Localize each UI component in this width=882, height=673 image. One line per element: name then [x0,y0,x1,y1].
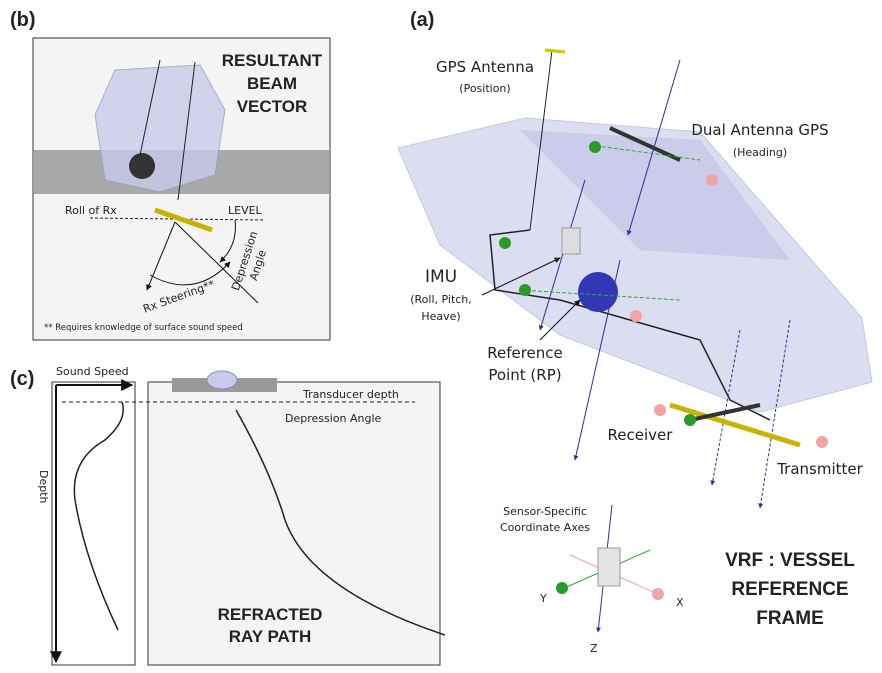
reference-point [578,272,618,312]
label: Z [590,642,598,655]
axis-cone [816,436,828,448]
label: Transmitter [776,460,863,478]
vessel [207,371,237,389]
footnote: ** Requires knowledge of surface sound s… [44,323,243,333]
label: Reference [487,344,563,362]
panel-a: (a) GPS Antenna (Position) Dual Antenna … [398,9,872,655]
axis-cone [652,588,664,600]
label: (Position) [459,82,510,95]
figure: (b) RESULTANT BEAM VECTOR Roll of Rx LEV… [0,0,882,673]
panel-label: (a) [410,9,434,31]
panel-label: (c) [10,368,34,390]
transducer [129,153,155,179]
panel-frame [52,382,135,665]
label: (Heading) [733,146,787,159]
label: Dual Antenna GPS [691,121,828,139]
label: IMU [425,267,457,287]
label: Sound Speed [56,365,129,378]
imu [562,228,580,254]
axis-cone [630,310,642,322]
gps-antenna [545,50,565,52]
label: Point (RP) [488,366,561,384]
panel-label: (b) [10,9,36,31]
vessel [95,65,225,192]
label: Coordinate Axes [500,521,590,534]
label: Roll of Rx [65,204,117,217]
axis-cone [519,284,531,296]
sensor [598,548,620,586]
title: RESULTANT [222,51,323,70]
title: RAY PATH [229,627,312,646]
label: X [676,596,684,609]
title: VECTOR [237,97,308,116]
title: VRF : VESSEL [725,550,855,571]
axis-cone [654,404,666,416]
title: BEAM [247,74,297,93]
label: GPS Antenna [436,58,534,76]
label: Depth [37,470,50,504]
label: Heave) [421,310,460,323]
title: FRAME [756,608,824,629]
label: Transducer depth [302,388,399,401]
label: (Roll, Pitch, [410,293,472,306]
label: Receiver [608,426,674,444]
axis-cone [556,582,568,594]
label: Sensor-Specific [503,505,587,518]
axis-cone [684,414,696,426]
axis-cone [706,174,718,186]
label: Y [539,592,547,605]
axis-cone [499,237,511,249]
axis-cone [589,141,601,153]
title: REFRACTED [218,605,323,624]
label: LEVEL [228,204,263,217]
panel-b: (b) RESULTANT BEAM VECTOR Roll of Rx LEV… [10,9,330,340]
title: REFERENCE [731,579,848,600]
panel-c: (c) Sound Speed Depth Transducer depth D… [10,365,445,665]
label: Depression Angle [285,412,382,425]
